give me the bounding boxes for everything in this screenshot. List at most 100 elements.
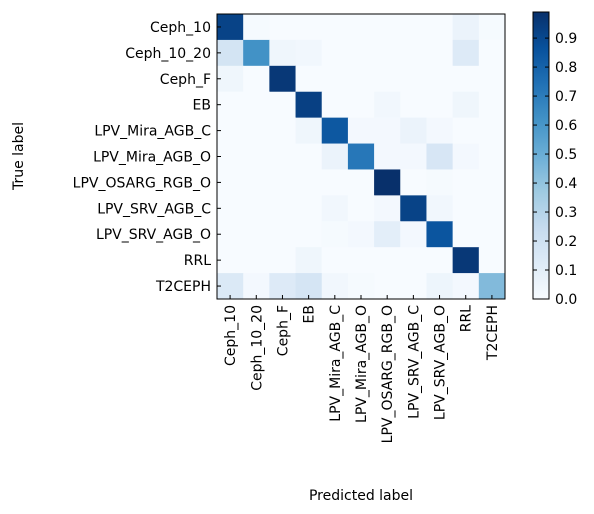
- colorbar-tick-label: 0.4: [555, 176, 577, 192]
- y-tick-label: EB: [193, 98, 211, 114]
- x-tick-label: LPV_SRV_AGB_O: [433, 305, 449, 420]
- colorbar-ticks: 0.0 0.1 0.2 0.3 0.4 0.5 0.6 0.7 0.8 0.9: [533, 31, 577, 308]
- heatmap-cell: [452, 221, 480, 248]
- heatmap-cell: [400, 39, 427, 67]
- heatmap-cell: [426, 195, 454, 222]
- heatmap-cell: [400, 91, 427, 119]
- heatmap-cell: [400, 169, 427, 196]
- heatmap-cell: [478, 221, 506, 248]
- heatmap-cell: [478, 65, 506, 93]
- colorbar-tick-label: 0.0: [555, 292, 577, 308]
- heatmap-cell: [321, 143, 349, 170]
- heatmap-cell: [452, 39, 480, 67]
- heatmap-cell: [374, 143, 401, 170]
- heatmap-cell: [243, 117, 270, 145]
- heatmap-cell: [374, 65, 401, 93]
- heatmap-cell: [374, 117, 401, 145]
- colorbar-tick-label: 0.5: [555, 147, 577, 163]
- heatmap-cell: [452, 195, 480, 222]
- heatmap-cell: [374, 14, 401, 41]
- x-tick-label: RRL: [459, 305, 475, 332]
- heatmap-cell: [217, 143, 244, 170]
- heatmap-cell: [426, 65, 454, 93]
- y-tick-label: LPV_OSARG_RGB_O: [73, 175, 211, 191]
- heatmap-cell: [478, 143, 506, 170]
- y-tick-label: T2CEPH: [155, 279, 211, 295]
- x-tick-label: LPV_Mira_AGB_C: [328, 305, 344, 422]
- heatmap-cell: [243, 14, 270, 41]
- heatmap-cell: [243, 39, 270, 67]
- heatmap-cell: [321, 247, 349, 274]
- colorbar-tick-label: 0.2: [555, 234, 577, 250]
- heatmap-cell: [426, 91, 454, 119]
- heatmap-cell: [347, 14, 375, 41]
- heatmap-cell: [295, 247, 323, 274]
- x-tick-label: Ceph_10: [223, 305, 239, 366]
- heatmap-cell: [295, 14, 323, 41]
- y-tick-label: LPV_Mira_AGB_C: [94, 124, 211, 140]
- heatmap-cell: [295, 143, 323, 170]
- heatmap-cell: [347, 143, 375, 170]
- y-tick-label: Ceph_10: [150, 20, 211, 36]
- heatmap-cell: [426, 247, 454, 274]
- heatmap-cell: [347, 39, 375, 67]
- heatmap-cell: [217, 195, 244, 222]
- heatmap-cell: [295, 39, 323, 67]
- x-tick-label: LPV_Mira_AGB_O: [354, 305, 370, 423]
- heatmap-cell: [478, 117, 506, 145]
- heatmap-cell: [269, 65, 297, 93]
- heatmap-cell: [269, 91, 297, 119]
- colorbar-tick-label: 0.8: [555, 60, 577, 76]
- heatmap-cell: [452, 169, 480, 196]
- heatmap-cell: [243, 143, 270, 170]
- heatmap-cell: [400, 117, 427, 145]
- y-tick-label: LPV_SRV_AGB_O: [96, 227, 211, 243]
- x-tick-label: T2CEPH: [485, 305, 501, 361]
- heatmap-cell: [478, 14, 506, 41]
- heatmap-cell: [400, 221, 427, 248]
- x-tick-label: LPV_SRV_AGB_C: [406, 305, 422, 419]
- colorbar-tick-label: 0.3: [555, 205, 577, 221]
- x-axis-label: Predicted label: [309, 488, 413, 504]
- heatmap-cell: [374, 221, 401, 248]
- heatmap-cell: [426, 169, 454, 196]
- heatmap-cell: [321, 169, 349, 196]
- heatmap-cell: [478, 247, 506, 274]
- heatmap-cell: [295, 91, 323, 119]
- heatmap-cell: [269, 247, 297, 274]
- heatmap-cell: [217, 117, 244, 145]
- y-tick-label: Ceph_F: [160, 72, 211, 88]
- heatmap-cell: [321, 117, 349, 145]
- heatmap-cell: [321, 195, 349, 222]
- heatmap-cell: [400, 195, 427, 222]
- x-tick-labels: Ceph_10 Ceph_10_20 Ceph_F EB LPV_Mira_AGB_C L…: [223, 295, 501, 443]
- heatmap-cell: [400, 14, 427, 41]
- heatmap-cell: [478, 195, 506, 222]
- heatmap-cell: [295, 195, 323, 222]
- heatmap-cell: [374, 39, 401, 67]
- heatmap-cell: [243, 195, 270, 222]
- y-tick-label: Ceph_10_20: [125, 46, 211, 62]
- heatmap-cell: [452, 247, 480, 274]
- heatmap-cell: [452, 91, 480, 119]
- colorbar-tick-label: 0.9: [555, 31, 577, 47]
- heatmap-cell: [321, 221, 349, 248]
- y-tick-label: LPV_Mira_AGB_O: [93, 150, 211, 166]
- heatmap-cell: [217, 14, 244, 41]
- heatmap-cell: [400, 143, 427, 170]
- x-tick-label: LPV_OSARG_RGB_O: [380, 305, 396, 443]
- heatmap-cell: [347, 169, 375, 196]
- heatmap-cell: [295, 169, 323, 196]
- colorbar-tick-label: 0.1: [555, 263, 577, 279]
- heatmap-cell: [321, 65, 349, 93]
- heatmap-cell: [243, 247, 270, 274]
- y-axis-label: True label: [11, 122, 27, 191]
- heatmap-cell: [295, 117, 323, 145]
- heatmap-cell: [217, 221, 244, 248]
- heatmap-cell: [217, 169, 244, 196]
- heatmap-cell: [400, 247, 427, 274]
- colorbar-tick-label: 0.6: [555, 118, 577, 134]
- heatmap-cell: [347, 221, 375, 248]
- heatmap-cell: [269, 39, 297, 67]
